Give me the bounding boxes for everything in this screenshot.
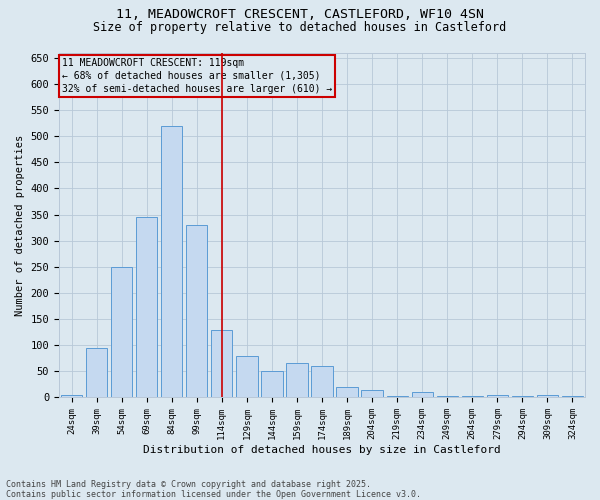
Text: Size of property relative to detached houses in Castleford: Size of property relative to detached ho…: [94, 21, 506, 34]
Bar: [461, 396, 483, 398]
Text: 11 MEADOWCROFT CRESCENT: 119sqm
← 68% of detached houses are smaller (1,305)
32%: 11 MEADOWCROFT CRESCENT: 119sqm ← 68% of…: [62, 58, 332, 94]
Bar: [61, 395, 82, 398]
Text: Contains HM Land Registry data © Crown copyright and database right 2025.
Contai: Contains HM Land Registry data © Crown c…: [6, 480, 421, 499]
Bar: [512, 396, 533, 398]
Text: 11, MEADOWCROFT CRESCENT, CASTLEFORD, WF10 4SN: 11, MEADOWCROFT CRESCENT, CASTLEFORD, WF…: [116, 8, 484, 20]
Bar: [361, 390, 383, 398]
Bar: [211, 330, 232, 398]
Bar: [412, 392, 433, 398]
Bar: [286, 364, 308, 398]
Bar: [161, 126, 182, 398]
Bar: [337, 387, 358, 398]
Bar: [86, 348, 107, 398]
Bar: [562, 396, 583, 398]
X-axis label: Distribution of detached houses by size in Castleford: Distribution of detached houses by size …: [143, 445, 501, 455]
Bar: [311, 366, 332, 398]
Bar: [111, 267, 132, 398]
Y-axis label: Number of detached properties: Number of detached properties: [15, 134, 25, 316]
Bar: [136, 217, 157, 398]
Bar: [186, 225, 208, 398]
Bar: [261, 372, 283, 398]
Bar: [487, 395, 508, 398]
Bar: [386, 396, 408, 398]
Bar: [236, 356, 257, 398]
Bar: [437, 396, 458, 398]
Bar: [537, 395, 558, 398]
